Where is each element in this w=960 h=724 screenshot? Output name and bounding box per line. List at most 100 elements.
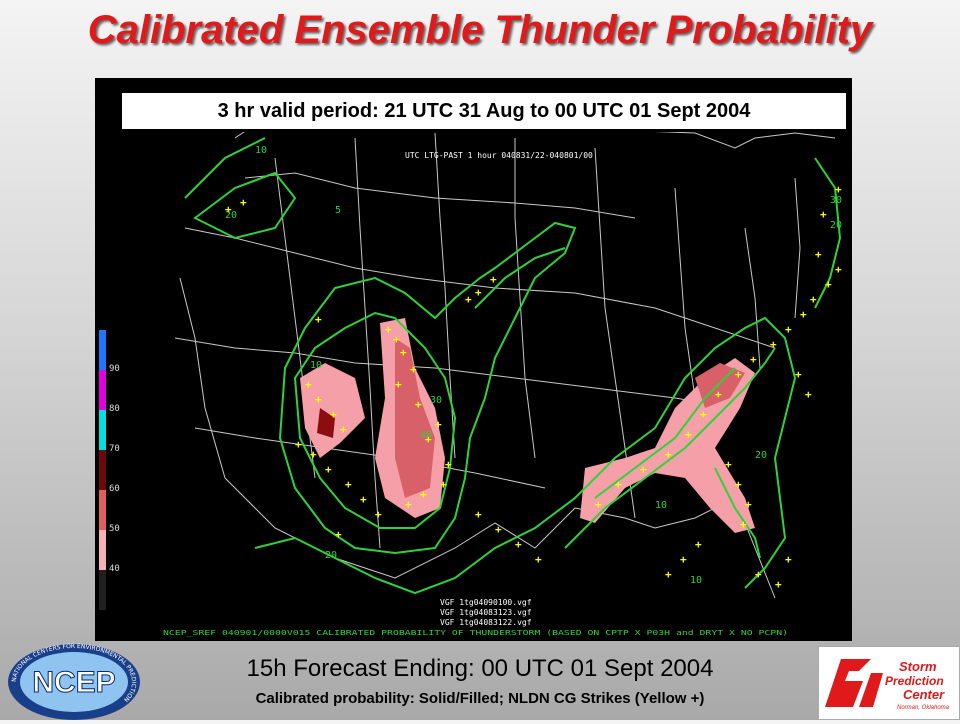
vgf-file-label: VGF 1tg04090100.vgf (440, 598, 532, 607)
ncep-logo: NATIONAL CENTERS FOR ENVIRONMENTAL PREDI… (8, 643, 140, 720)
thunder-probability-map: 10 20 5 30 20 10 30 40 20 10 20 10 + + + +… (95, 78, 852, 641)
svg-text:+: + (325, 463, 332, 476)
svg-text:+: + (685, 428, 692, 441)
svg-text:+: + (393, 333, 400, 346)
svg-text:+: + (725, 458, 732, 471)
svg-text:+: + (745, 498, 752, 511)
spc-logo-graphic: Storm Prediction Center Norman, Oklahoma (825, 659, 950, 711)
svg-text:+: + (225, 203, 232, 216)
legend-caption: Calibrated probability: Solid/Filled; NL… (255, 690, 705, 707)
svg-text:+: + (700, 408, 707, 421)
legend-swatch-50 (99, 490, 106, 530)
map-footer-text: NCEP_SREF 040901/0000V015 CALIBRATED PRO… (163, 629, 788, 637)
probability-legend: 90 80 70 60 50 40 (99, 330, 129, 610)
contour-label: 10 (255, 145, 267, 156)
svg-text:+: + (475, 508, 482, 521)
svg-text:+: + (735, 478, 742, 491)
svg-text:+: + (810, 293, 817, 306)
contour-label: 20 (325, 550, 337, 561)
svg-text:+: + (800, 308, 807, 321)
svg-text:+: + (785, 323, 792, 336)
svg-text:+: + (735, 368, 742, 381)
svg-text:+: + (665, 568, 672, 581)
contour-label: 10 (655, 500, 667, 511)
contour-label: 30 (430, 395, 442, 406)
contour-label: 10 (690, 575, 702, 586)
svg-text:+: + (820, 208, 827, 221)
svg-text:+: + (440, 478, 447, 491)
svg-text:+: + (715, 388, 722, 401)
svg-text:+: + (445, 458, 452, 471)
svg-text:+: + (310, 448, 317, 461)
svg-text:+: + (340, 423, 347, 436)
svg-text:+: + (425, 433, 432, 446)
svg-text:+: + (315, 393, 322, 406)
valid-period-box: 3 hr valid period: 21 UTC 31 Aug to 00 U… (119, 90, 849, 132)
contour-labels: 10 20 5 30 20 10 30 40 20 10 20 10 (225, 145, 842, 586)
svg-text:+: + (595, 498, 602, 511)
spc-logo-line4: Norman, Oklahoma (897, 705, 950, 711)
legend-swatch-40 (99, 530, 106, 570)
svg-text:+: + (435, 418, 442, 431)
svg-text:+: + (400, 346, 407, 359)
svg-text:+: + (240, 196, 247, 209)
ncep-logo-text: NCEP (32, 666, 115, 699)
spc-logo-line1: Storm (899, 659, 937, 674)
svg-text:+: + (805, 388, 812, 401)
svg-text:+: + (815, 248, 822, 261)
spc-logo-line3: Center (903, 687, 945, 702)
svg-text:+: + (315, 313, 322, 326)
svg-text:+: + (410, 363, 417, 376)
svg-text:+: + (475, 286, 482, 299)
svg-text:+: + (680, 553, 687, 566)
svg-text:+: + (385, 323, 392, 336)
svg-text:+: + (755, 568, 762, 581)
svg-text:+: + (375, 508, 382, 521)
svg-text:+: + (695, 538, 702, 551)
svg-text:+: + (495, 523, 502, 536)
legend-swatch-80 (99, 370, 106, 410)
svg-text:+: + (465, 293, 472, 306)
svg-text:+: + (305, 378, 312, 391)
vgf-file-label: VGF 1tg04083123.vgf (440, 608, 532, 617)
forecast-ending-line: 15h Forecast Ending: 00 UTC 01 Sept 2004 (246, 655, 714, 682)
legend-label: 90 (109, 364, 120, 374)
legend-swatch-60 (99, 450, 106, 490)
svg-text:+: + (835, 263, 842, 276)
svg-text:+: + (420, 488, 427, 501)
spc-logo: Storm Prediction Center Norman, Oklahoma (818, 646, 960, 720)
svg-text:+: + (330, 408, 337, 421)
legend-label: 40 (109, 564, 120, 574)
vgf-file-label: VGF 1tg04083122.vgf (440, 618, 532, 627)
svg-text:+: + (535, 553, 542, 566)
svg-text:+: + (395, 378, 402, 391)
svg-text:+: + (775, 578, 782, 591)
svg-text:+: + (795, 368, 802, 381)
svg-text:+: + (785, 553, 792, 566)
svg-text:+: + (665, 448, 672, 461)
probability-fill-areas (300, 318, 755, 533)
probability-contours (184, 137, 842, 595)
svg-text:+: + (415, 398, 422, 411)
contour-label: 20 (830, 220, 842, 231)
contour-label: 20 (755, 450, 767, 461)
ncep-globe (20, 652, 128, 712)
svg-text:+: + (835, 183, 842, 196)
svg-text:+: + (750, 353, 757, 366)
contour-label: 40 (420, 430, 432, 441)
legend-swatch-70 (99, 410, 106, 450)
svg-text:+: + (615, 478, 622, 491)
svg-text:+: + (490, 273, 497, 286)
slide-title: Calibrated Ensemble Thunder Probability (87, 8, 873, 52)
svg-text:+: + (335, 528, 342, 541)
svg-text:+: + (345, 478, 352, 491)
legend-label: 80 (109, 404, 120, 414)
spc-logo-line2: Prediction (885, 674, 944, 688)
contour-label: 5 (335, 205, 341, 216)
svg-text:+: + (405, 498, 412, 511)
svg-text:+: + (515, 538, 522, 551)
svg-text:+: + (825, 278, 832, 291)
lightning-strikes: +++ +++ +++ +++ +++ +++ +++ +++ +++ +++ … (225, 183, 842, 591)
contour-label: 10 (310, 360, 322, 371)
legend-label: 70 (109, 444, 120, 454)
